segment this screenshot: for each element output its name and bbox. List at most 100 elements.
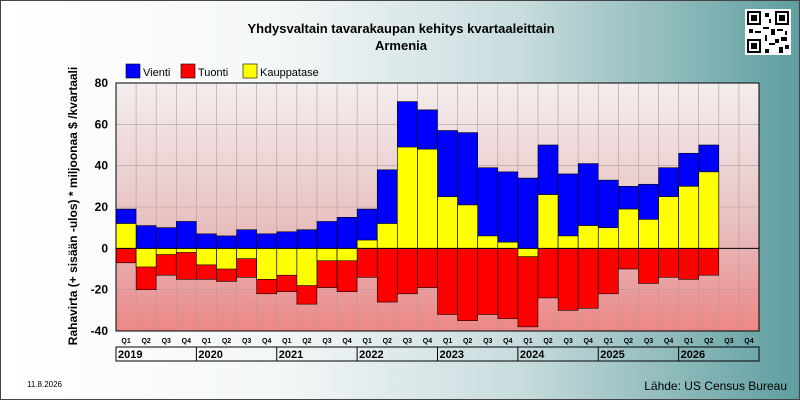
x-tick-label: Q3: [242, 338, 251, 345]
bar-vienti: [517, 177, 539, 249]
year-label: 2023: [440, 349, 464, 361]
bar-vienti: [497, 171, 519, 249]
legend-swatch-tuonti: [180, 63, 196, 79]
bar-vienti: [316, 221, 338, 249]
bar-kauppatase: [497, 241, 519, 249]
y-tick-label: 0: [101, 241, 108, 255]
bar-tuonti: [638, 248, 659, 284]
bar-tuonti: [698, 248, 720, 276]
bar-kauppatase: [678, 186, 699, 249]
bar-kauppatase: [517, 248, 539, 257]
bar-kauppatase: [417, 148, 438, 249]
year-label: 2024: [520, 349, 545, 361]
bar-vienti: [256, 233, 278, 249]
bar-kauppatase: [236, 248, 257, 259]
x-tick-label: Q1: [363, 338, 372, 345]
bar-kauppatase: [437, 196, 458, 249]
year-label: 2019: [118, 349, 142, 361]
bar-kauppatase: [176, 248, 197, 253]
legend-label-vienti: Vienti: [143, 67, 170, 79]
x-tick-label: Q3: [162, 338, 171, 345]
x-tick-label: Q1: [443, 338, 452, 345]
x-tick-label: Q2: [463, 338, 472, 345]
bar-kauppatase: [115, 223, 137, 249]
chart-subtitle: Armenia: [374, 38, 428, 53]
x-tick-label: Q2: [383, 338, 392, 345]
bar-tuonti: [356, 248, 378, 278]
x-tick-label: Q4: [262, 338, 271, 345]
bar-tuonti: [678, 248, 699, 280]
x-tick-label: Q4: [423, 338, 432, 345]
x-tick-label: Q2: [141, 338, 150, 345]
legend-label-tuonti: Tuonti: [198, 67, 228, 79]
bar-vienti: [135, 225, 157, 249]
year-label: 2022: [359, 349, 383, 361]
x-tick-label: Q2: [222, 338, 231, 345]
x-tick-label: Q4: [503, 338, 512, 345]
x-tick-label: Q2: [704, 338, 713, 345]
year-label: 2025: [600, 349, 624, 361]
x-tick-label: Q2: [543, 338, 552, 345]
x-tick-label: Q3: [322, 338, 331, 345]
bar-kauppatase: [256, 248, 278, 280]
bar-kauppatase: [316, 248, 338, 262]
bar-tuonti: [618, 248, 639, 270]
x-tick-label: Q3: [724, 338, 733, 345]
y-tick-label: 20: [95, 200, 109, 214]
bar-kauppatase: [658, 196, 679, 249]
bar-tuonti: [397, 248, 418, 295]
bar-vienti: [296, 229, 318, 249]
bar-kauppatase: [356, 239, 378, 249]
bar-tuonti: [457, 248, 478, 321]
x-tick-label: Q4: [584, 338, 593, 345]
year-label: 2020: [198, 349, 222, 361]
bar-kauppatase: [537, 194, 559, 249]
bar-tuonti: [176, 248, 197, 280]
bar-kauppatase: [135, 248, 157, 268]
x-tick-label: Q1: [282, 338, 291, 345]
qr-code-icon: [745, 9, 791, 55]
source-label: Lähde: US Census Bureau: [644, 379, 787, 393]
bar-kauppatase: [296, 248, 318, 286]
y-tick-label: 60: [95, 117, 109, 131]
bar-tuonti: [497, 248, 519, 319]
bar-tuonti: [417, 248, 438, 288]
bar-kauppatase: [276, 248, 298, 276]
bar-kauppatase: [155, 248, 177, 255]
bar-kauppatase: [216, 248, 237, 270]
bar-tuonti: [597, 248, 619, 295]
x-tick-label: Q3: [644, 338, 653, 345]
y-tick-label: 80: [95, 76, 109, 90]
x-tick-label: Q4: [342, 338, 351, 345]
bar-tuonti: [557, 248, 579, 311]
bar-vienti: [196, 233, 217, 249]
x-tick-label: Q2: [624, 338, 633, 345]
year-label: 2026: [681, 349, 705, 361]
bar-tuonti: [477, 248, 499, 315]
bar-tuonti: [577, 248, 599, 309]
legend-swatch-kauppatase: [242, 63, 258, 79]
y-tick-label: 40: [95, 159, 109, 173]
bar-vienti: [236, 229, 257, 249]
bar-vienti: [336, 217, 358, 249]
bar-tuonti: [658, 248, 679, 278]
y-tick-label: -20: [91, 283, 109, 297]
bar-kauppatase: [397, 146, 418, 249]
bar-tuonti: [437, 248, 458, 315]
bar-kauppatase: [336, 248, 358, 262]
bar-vienti: [155, 227, 177, 249]
bar-kauppatase: [577, 225, 599, 249]
bar-kauppatase: [557, 235, 579, 249]
bar-kauppatase: [196, 248, 217, 266]
bar-kauppatase: [618, 208, 639, 249]
bar-kauppatase: [376, 223, 398, 249]
x-tick-label: Q3: [403, 338, 412, 345]
bar-vienti: [276, 231, 298, 249]
bar-tuonti: [115, 248, 137, 264]
x-tick-label: Q3: [563, 338, 572, 345]
bar-tuonti: [537, 248, 559, 299]
bar-kauppatase: [698, 171, 720, 249]
x-tick-label: Q1: [121, 338, 130, 345]
